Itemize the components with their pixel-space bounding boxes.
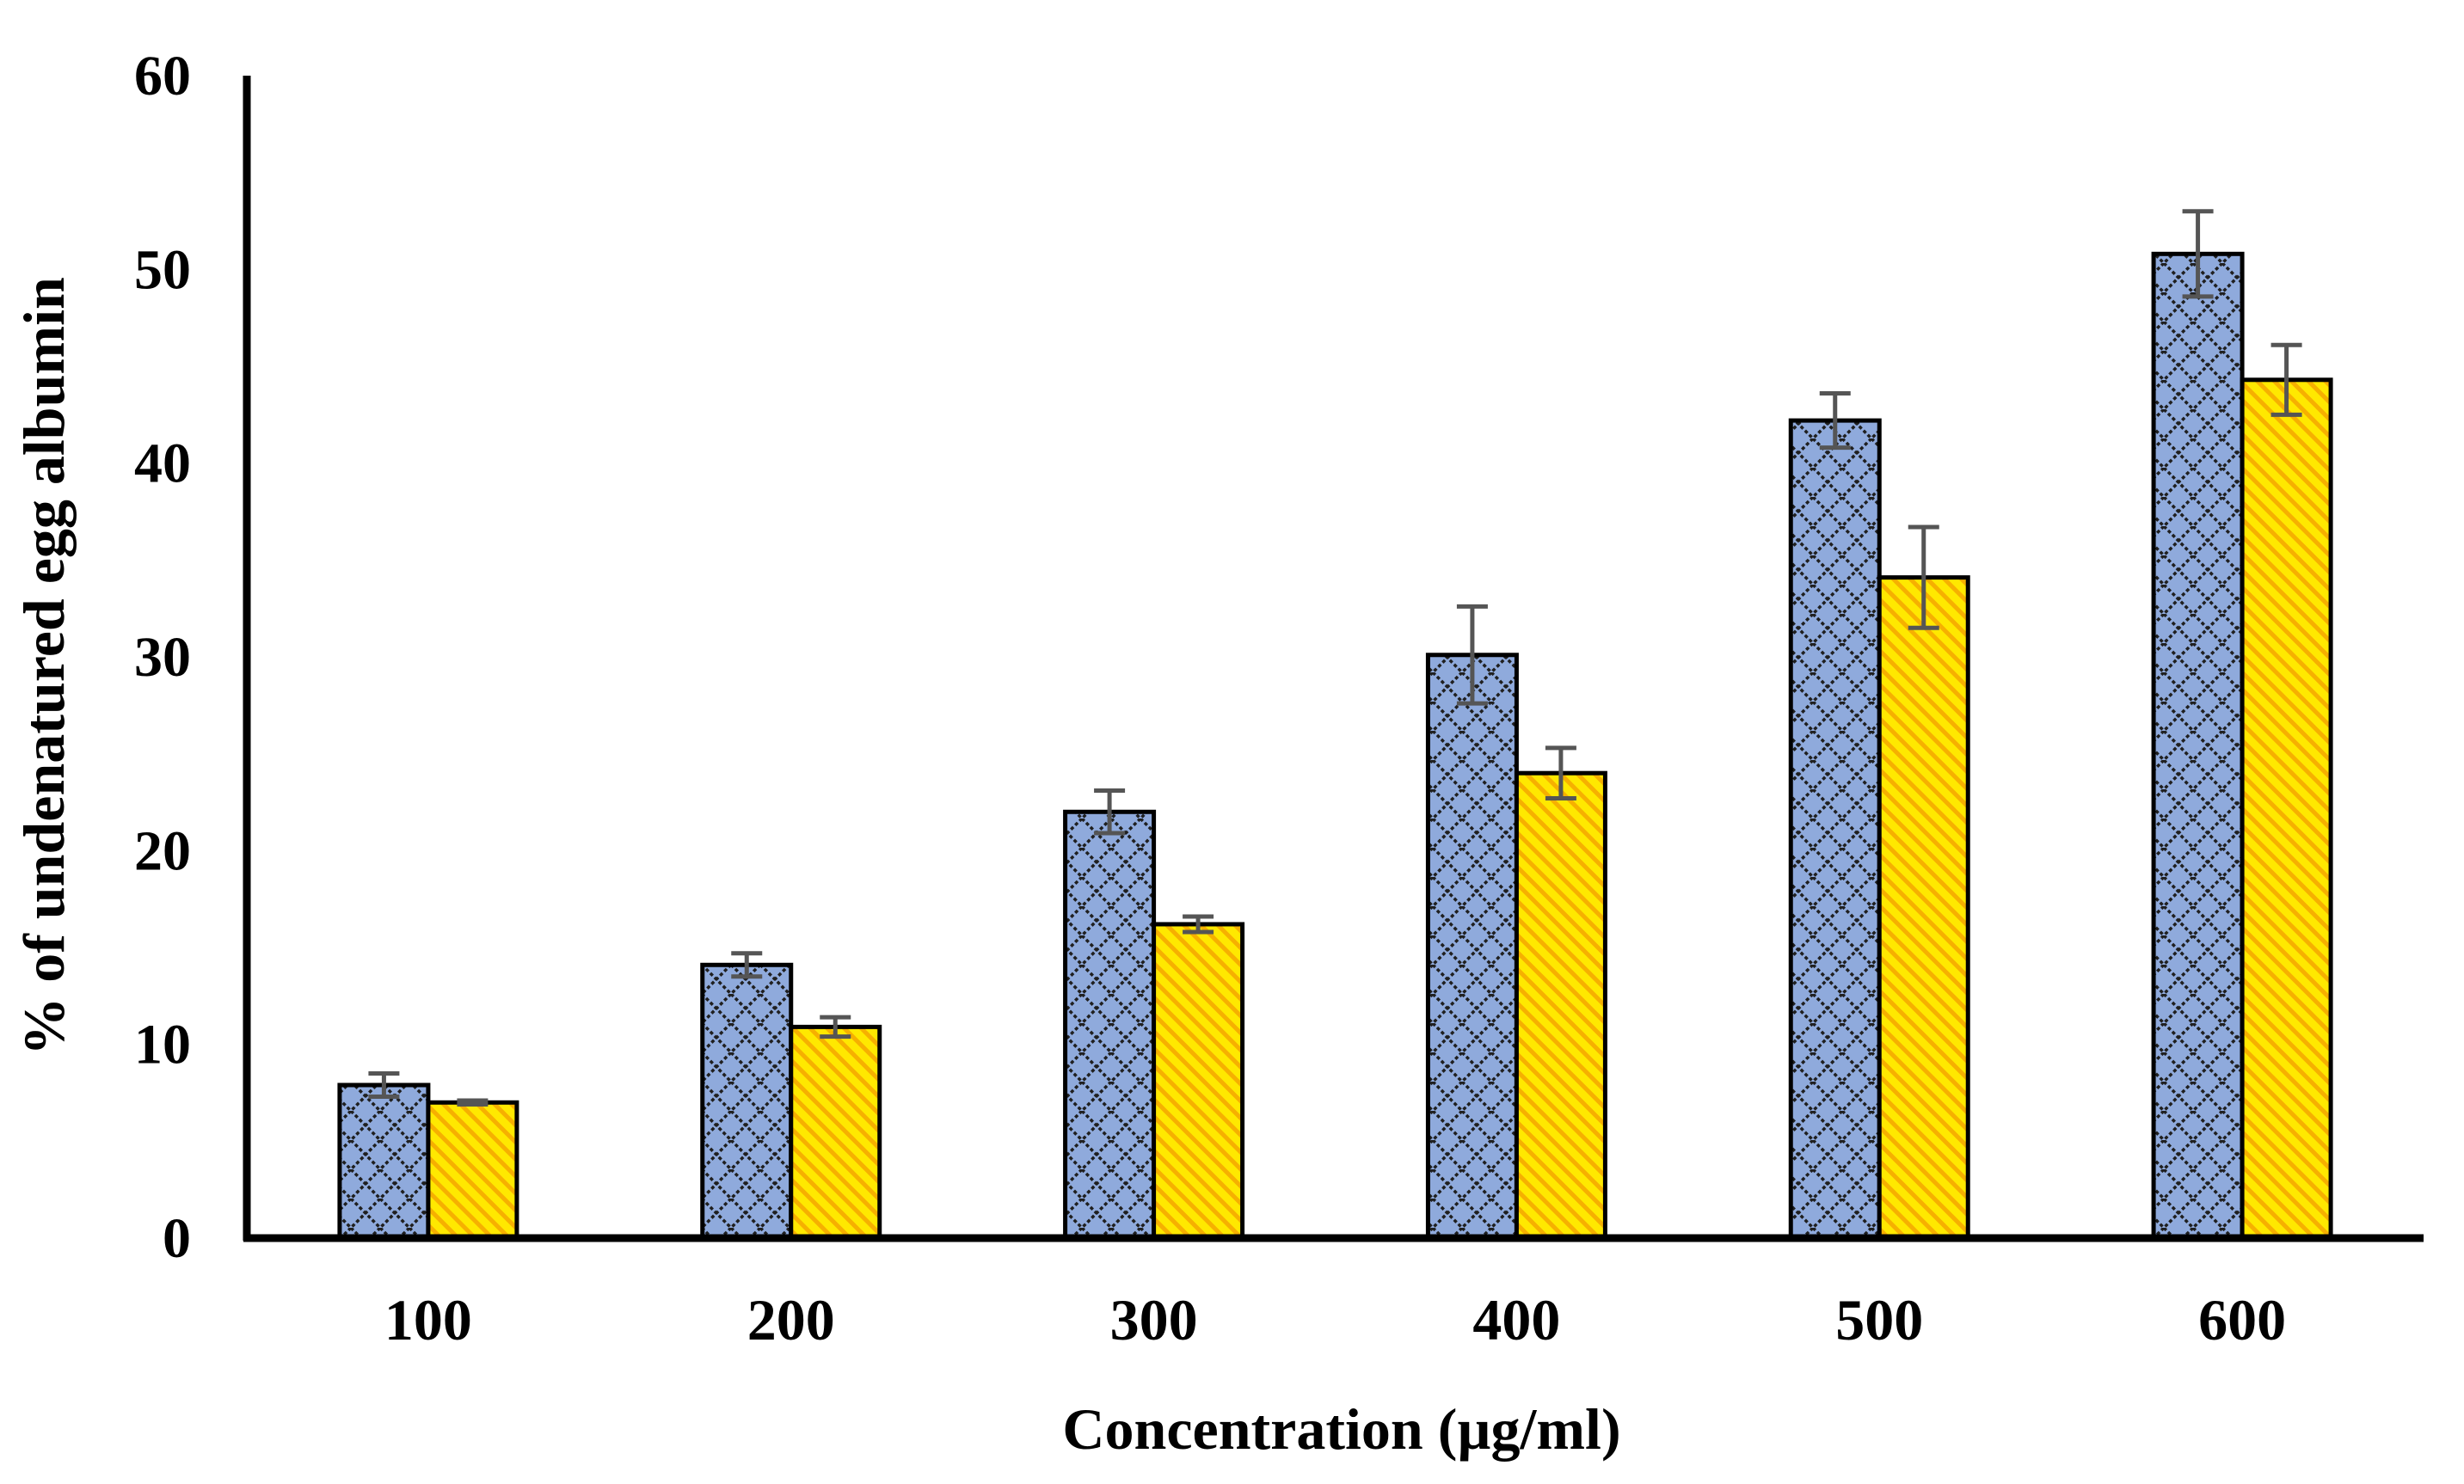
bar-series	[337, 251, 2333, 1241]
bar-1-300	[1063, 809, 1157, 1241]
bar-1-200	[700, 962, 794, 1241]
error-bar-1-200	[731, 951, 763, 979]
y-tick-label: 40	[134, 432, 191, 495]
y-axis-title: % of undenatured egg albumin	[11, 277, 77, 1056]
x-tick-label: 400	[1472, 1287, 1560, 1352]
bar-1-600	[2151, 251, 2245, 1241]
error-bars	[368, 209, 2302, 1107]
error-bar-1-500	[1819, 391, 1851, 451]
error-bar-2-300	[1183, 914, 1214, 935]
y-tick-label: 10	[134, 1014, 191, 1076]
bar-1-500	[1788, 418, 1882, 1241]
bar-2-400	[1514, 770, 1607, 1241]
error-bar-2-400	[1545, 745, 1576, 800]
bar-1-100	[337, 1082, 431, 1241]
y-tick-label: 20	[134, 819, 191, 882]
x-axis-title: Concentration (µg/ml)	[1062, 1396, 1620, 1462]
bar-2-600	[2240, 377, 2333, 1241]
error-bar-2-100	[457, 1098, 488, 1107]
y-tick-label: 30	[134, 626, 191, 689]
x-tick-label: 300	[1110, 1287, 1198, 1352]
y-axis-ticks: 0 10 20 30 40 50 60	[134, 45, 191, 1270]
error-bar-1-300	[1094, 788, 1126, 836]
y-axis-title-group: % of undenatured egg albumin	[11, 277, 77, 1056]
error-bar-1-600	[2182, 209, 2214, 299]
bar-2-300	[1152, 922, 1245, 1241]
x-tick-label: 200	[747, 1287, 835, 1352]
x-tick-label: 600	[2198, 1287, 2286, 1352]
error-bar-2-600	[2270, 342, 2302, 417]
error-bar-2-500	[1908, 524, 1939, 630]
y-tick-label: 0	[163, 1207, 191, 1270]
x-tick-label: 500	[1835, 1287, 1923, 1352]
y-tick-label: 50	[134, 238, 191, 301]
y-tick-label: 60	[134, 45, 191, 107]
error-bar-2-200	[820, 1015, 851, 1039]
bar-2-100	[426, 1100, 519, 1241]
bar-1-400	[1425, 653, 1519, 1241]
x-tick-label: 100	[384, 1287, 472, 1352]
error-bar-1-400	[1456, 604, 1488, 706]
bar-2-200	[789, 1024, 882, 1241]
bar-2-500	[1877, 575, 1970, 1241]
error-bar-1-100	[368, 1070, 400, 1100]
x-axis-ticks: 100 200 300 400 500 600	[384, 1287, 2286, 1352]
